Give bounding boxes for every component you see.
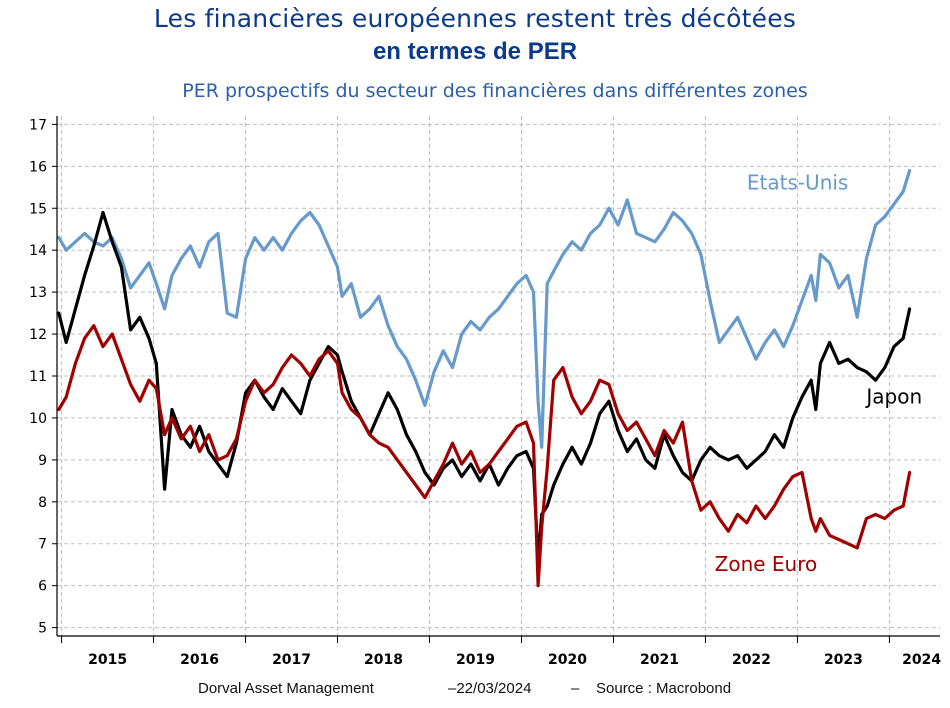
x-tick-label: 2023	[824, 652, 863, 668]
series-label: Japon	[864, 384, 922, 408]
y-tick-label: 10	[29, 411, 47, 427]
series-line-zone-euro	[57, 324, 912, 588]
y-tick-label: 15	[29, 201, 47, 217]
footer-source-org: Dorval Asset Management	[198, 680, 374, 697]
x-tick-label: 2019	[456, 652, 495, 668]
y-tick-label: 9	[38, 453, 47, 469]
y-tick-label: 12	[29, 327, 47, 343]
series-label: Zone Euro	[715, 552, 818, 576]
y-tick-label: 13	[29, 285, 47, 301]
x-tick-label: 2020	[548, 652, 587, 668]
y-tick-label: 5	[38, 621, 47, 637]
footer-separator: –	[571, 680, 580, 697]
x-tick-label: 2018	[364, 652, 403, 668]
y-tick-label: 7	[38, 537, 47, 553]
x-tick-label: 2017	[272, 652, 311, 668]
x-tick-label: 2016	[180, 652, 219, 668]
y-tick-label: 6	[38, 579, 47, 595]
y-tick-label: 8	[38, 495, 47, 511]
x-tick-label: 2024	[902, 652, 941, 668]
y-tick-label: 16	[29, 159, 47, 175]
series-line-etats-unis	[57, 168, 912, 449]
chart-title: Les financières européennes restent très…	[153, 4, 797, 33]
x-tick-label: 2015	[88, 652, 127, 668]
x-tick-label: 2021	[640, 652, 679, 668]
chart-subtitle: PER prospectifs du secteur des financièr…	[182, 80, 808, 102]
footer-source: Source : Macrobond	[596, 680, 732, 697]
y-tick-label: 17	[29, 117, 47, 133]
x-tick-label: 2022	[732, 652, 771, 668]
series-label: Etats-Unis	[747, 170, 849, 194]
y-tick-label: 14	[29, 243, 47, 259]
footer-date: –22/03/2024	[448, 680, 532, 697]
chart-title-line2: en termes de PER	[372, 38, 578, 65]
y-tick-label: 11	[29, 369, 47, 385]
series-line-japon	[57, 210, 912, 563]
